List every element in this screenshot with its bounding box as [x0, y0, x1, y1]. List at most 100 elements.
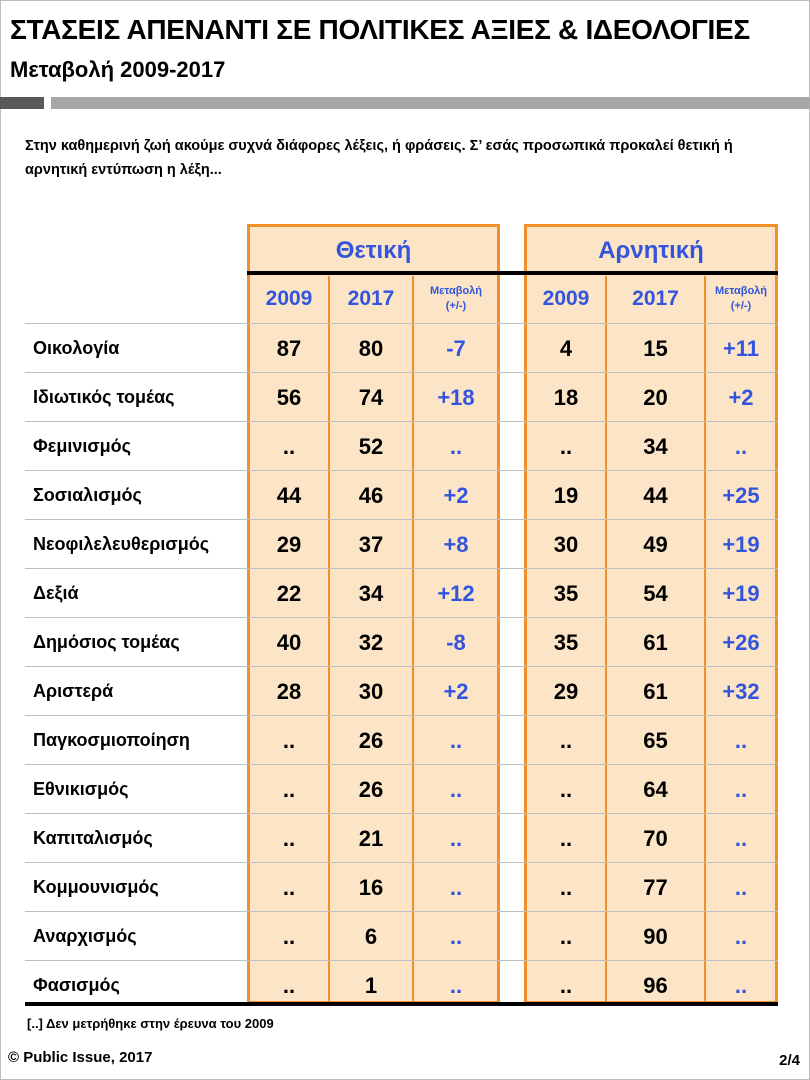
positive-2017-value: 30 [358, 679, 384, 704]
negative-2009-value: 30 [553, 532, 579, 557]
table-bottom-rule [25, 1002, 778, 1006]
negative-2017-value: 49 [643, 532, 668, 557]
negative-change-value: .. [734, 434, 748, 459]
negative-2017-value: 15 [643, 336, 668, 361]
row-label: Οικολογία [33, 338, 120, 358]
negative-header: Αρνητική [598, 237, 704, 264]
negative-change-value: +19 [722, 581, 760, 606]
row-divider [25, 372, 778, 373]
negative-change-value: .. [734, 924, 748, 949]
question-text: Στην καθημερινή ζωή ακούμε συχνά διάφορε… [25, 138, 733, 178]
row-divider [25, 911, 778, 912]
positive-change-value: +12 [437, 581, 475, 606]
positive-2017-value: 46 [358, 483, 384, 508]
header-rule [247, 271, 778, 275]
positive-2017-value: 26 [358, 728, 384, 753]
positive-2009-value: 28 [276, 679, 302, 704]
change-label: Μεταβολή [714, 285, 768, 297]
positive-2017-value: 1 [364, 973, 378, 998]
negative-change-value: +26 [722, 630, 760, 655]
negative-change-value: +32 [722, 679, 760, 704]
change-label: Μεταβολή [429, 285, 483, 297]
row-label: Παγκοσμιοποίηση [33, 730, 190, 750]
positive-2017-value: 74 [358, 385, 384, 410]
row-divider [25, 960, 778, 961]
negative-col-change: Μεταβολή (+/-) [706, 276, 776, 322]
row-label: Αριστερά [33, 681, 114, 701]
row-label: Δημόσιος τομέας [33, 632, 180, 652]
positive-col-2017: 2017 [347, 287, 395, 310]
positive-2009-value: .. [282, 875, 296, 900]
negative-2017-value: 64 [643, 777, 668, 802]
row-divider [25, 519, 778, 520]
positive-2009-value: 87 [276, 336, 302, 361]
negative-2009-value: .. [559, 728, 573, 753]
row-divider [25, 470, 778, 471]
negative-change-value: .. [734, 728, 748, 753]
row-divider [25, 666, 778, 667]
positive-2017-value: 37 [358, 532, 384, 557]
positive-2017-value: 21 [358, 826, 384, 851]
negative-2009-value: .. [559, 875, 573, 900]
positive-2009-value: .. [282, 777, 296, 802]
row-label: Σοσιαλισμός [33, 485, 142, 505]
positive-col-change: Μεταβολή (+/-) [414, 276, 498, 322]
negative-2017-value: 34 [643, 434, 668, 459]
row-divider [25, 764, 778, 765]
row-label: Καπιταλισμός [33, 828, 153, 848]
row-divider [25, 617, 778, 618]
positive-2009-value: 22 [276, 581, 302, 606]
positive-change-value: +8 [443, 532, 469, 557]
row-label: Φασισμός [33, 975, 120, 995]
negative-2009-value: 4 [559, 336, 573, 361]
row-label: Κομμουνισμός [33, 877, 159, 897]
header-bar-dark [0, 97, 44, 109]
positive-2017-value: 32 [358, 630, 384, 655]
row-divider [25, 421, 778, 422]
positive-change-value: .. [449, 777, 463, 802]
negative-2017-value: 20 [643, 385, 668, 410]
col-divider [412, 276, 414, 1004]
positive-2009-value: .. [282, 728, 296, 753]
positive-change-value: +2 [443, 679, 469, 704]
row-divider [25, 568, 778, 569]
positive-change-value: -8 [446, 630, 466, 655]
negative-2009-value: 35 [553, 630, 579, 655]
negative-2017-value: 44 [643, 483, 668, 508]
positive-2017-value: 80 [358, 336, 384, 361]
positive-change-value: .. [449, 875, 463, 900]
negative-change-value: .. [734, 826, 748, 851]
footnote: [..] Δεν μετρήθηκε στην έρευνα του 2009 [27, 1016, 274, 1031]
positive-change-value: .. [449, 434, 463, 459]
negative-change-value: .. [734, 875, 748, 900]
positive-2009-value: 40 [276, 630, 302, 655]
change-unit: (+/-) [445, 300, 467, 312]
positive-change-value: .. [449, 973, 463, 998]
positive-2009-value: .. [282, 826, 296, 851]
row-label: Εθνικισμός [33, 779, 129, 799]
positive-2017-value: 34 [358, 581, 384, 606]
page-subtitle: Μεταβολή 2009-2017 [10, 57, 226, 82]
positive-2009-value: .. [282, 973, 296, 998]
positive-change-value: +18 [437, 385, 475, 410]
negative-2017-value: 96 [643, 973, 668, 998]
positive-2017-value: 52 [358, 434, 384, 459]
col-divider [605, 276, 607, 1004]
page-number: 2/4 [779, 1052, 800, 1069]
negative-panel [524, 224, 778, 1004]
positive-change-value: .. [449, 728, 463, 753]
col-divider [704, 276, 706, 1004]
negative-2017-value: 61 [643, 679, 668, 704]
negative-2009-value: 35 [553, 581, 579, 606]
row-label: Ιδιωτικός τομέας [33, 387, 175, 407]
row-divider [25, 813, 778, 814]
positive-2017-value: 26 [358, 777, 384, 802]
positive-2009-value: 56 [276, 385, 302, 410]
positive-change-value: .. [449, 924, 463, 949]
negative-2017-value: 77 [643, 875, 668, 900]
positive-2009-value: 44 [276, 483, 302, 508]
negative-2017-value: 70 [643, 826, 668, 851]
positive-header: Θετική [335, 237, 412, 264]
negative-2017-value: 90 [643, 924, 668, 949]
row-divider [25, 862, 778, 863]
